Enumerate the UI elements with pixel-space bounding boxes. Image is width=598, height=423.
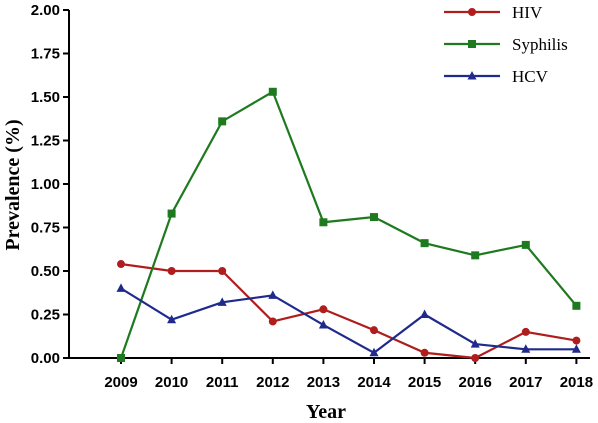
data-point-syphilis — [117, 354, 125, 362]
y-tick-label: 1.50 — [31, 89, 60, 106]
data-point-syphilis — [167, 209, 176, 218]
x-tick-label: 2009 — [104, 374, 137, 391]
y-tick-label: 1.75 — [31, 46, 60, 63]
data-point-hiv — [319, 305, 328, 314]
data-point-hiv — [218, 267, 227, 275]
data-point-hcv — [571, 344, 581, 353]
data-point-hcv — [167, 314, 177, 324]
data-point-hiv — [521, 327, 530, 336]
x-tick-label: 2010 — [155, 374, 188, 391]
data-point-syphilis — [319, 218, 328, 227]
series-line-hcv — [120, 287, 577, 355]
x-axis-ticks: 2009 2010 2011 2012 2013 2014 2015 2016 2017 2018 — [104, 358, 593, 391]
y-tick-label: 0.75 — [31, 220, 60, 237]
legend: HIV Syphilis HCV — [444, 3, 568, 86]
legend-marker-hcv — [467, 71, 477, 80]
y-tick-label: 0.25 — [31, 307, 60, 324]
data-point-syphilis — [521, 240, 530, 249]
data-point-syphilis — [370, 213, 378, 222]
y-tick-label: 1.00 — [31, 176, 60, 193]
data-point-syphilis — [572, 301, 581, 310]
legend-label-syphilis: Syphilis — [512, 35, 568, 54]
x-tick-label: 2013 — [307, 374, 340, 391]
series-syphilis — [117, 87, 581, 362]
data-point-hiv — [471, 354, 480, 362]
x-tick-label: 2015 — [408, 374, 441, 391]
data-point-syphilis — [471, 251, 480, 260]
y-tick-label: 0.50 — [31, 263, 60, 280]
data-point-hcv — [521, 344, 531, 353]
legend-item-hiv: HIV — [444, 3, 543, 22]
x-tick-label: 2018 — [560, 374, 593, 391]
y-tick-label: 2.00 — [31, 2, 60, 19]
data-point-hcv — [470, 339, 480, 348]
series-hcv — [116, 283, 581, 357]
x-tick-label: 2016 — [459, 374, 492, 391]
data-point-hiv — [117, 260, 125, 269]
x-tick-label: 2017 — [509, 374, 542, 391]
x-tick-label: 2011 — [206, 374, 239, 391]
legend-item-hcv: HCV — [444, 67, 549, 86]
series-hiv — [117, 260, 581, 362]
y-tick-label: 0.00 — [31, 350, 60, 367]
data-point-hcv — [420, 309, 430, 318]
data-point-hcv — [217, 297, 227, 306]
data-point-hiv — [572, 336, 581, 345]
data-point-hcv — [268, 290, 278, 299]
data-point-hiv — [268, 317, 277, 326]
legend-marker-syphilis — [468, 40, 476, 48]
legend-label-hiv: HIV — [512, 3, 543, 22]
x-tick-label: 2014 — [357, 374, 391, 391]
data-point-hcv — [318, 319, 328, 329]
data-point-hcv — [369, 347, 379, 357]
series-line-syphilis — [119, 90, 578, 359]
legend-label-hcv: HCV — [512, 67, 549, 86]
data-point-hiv — [167, 267, 176, 275]
x-axis-title: Year — [306, 401, 346, 423]
data-point-hiv — [370, 326, 378, 335]
data-point-syphilis — [420, 239, 429, 248]
data-point-syphilis — [218, 117, 227, 126]
data-point-hcv — [116, 283, 126, 292]
y-axis-title: Prevalence (%) — [2, 119, 24, 250]
x-tick-label: 2012 — [256, 374, 289, 391]
legend-item-syphilis: Syphilis — [444, 35, 568, 54]
series-line-hiv — [120, 262, 577, 360]
y-axis-ticks: 0.00 0.25 0.50 0.75 1.00 1.25 1.50 1.75 2.00 — [31, 2, 69, 367]
legend-marker-hiv — [468, 8, 476, 16]
series-layer — [116, 87, 581, 362]
y-tick-label: 1.25 — [31, 133, 60, 150]
data-point-syphilis — [268, 87, 277, 96]
data-point-hiv — [420, 348, 429, 357]
